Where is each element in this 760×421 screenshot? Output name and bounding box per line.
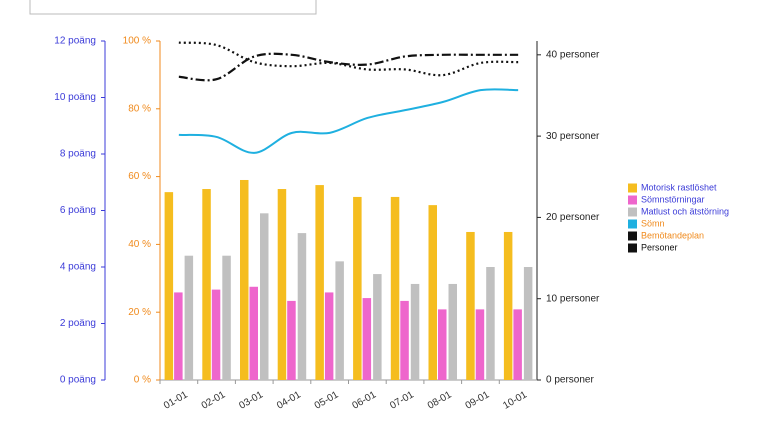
bar	[410, 283, 420, 380]
bar	[428, 205, 437, 380]
line-series	[178, 88, 519, 154]
bar	[353, 196, 362, 380]
bar	[486, 267, 495, 380]
bar	[503, 231, 513, 380]
legend-swatch	[628, 231, 637, 241]
bar	[211, 289, 221, 380]
line-series	[178, 52, 519, 82]
y-tick-label: 0 personer	[546, 375, 594, 386]
y-tick-label: 20 %	[128, 307, 151, 318]
y-tick-label: 0 poäng	[60, 375, 96, 386]
legend-swatch	[628, 219, 637, 229]
bar	[362, 298, 372, 380]
bar	[297, 233, 307, 380]
bar	[202, 189, 211, 380]
bar	[277, 189, 287, 380]
y-tick-label: 2 poäng	[60, 318, 96, 329]
legend-label: Sömnstörningar	[641, 194, 705, 204]
bar	[249, 286, 258, 380]
legend-label: Motorisk rastlöshet	[641, 182, 717, 192]
bar	[174, 292, 183, 380]
bar	[448, 283, 457, 380]
y-tick-label: 20 personer	[546, 212, 600, 223]
bar	[523, 267, 533, 380]
legend-swatch	[628, 195, 637, 205]
bar	[335, 261, 344, 380]
y-tick-label: 0 %	[134, 375, 151, 386]
bar	[164, 192, 174, 380]
bar	[400, 300, 409, 380]
bar	[222, 255, 231, 380]
bar	[315, 185, 324, 380]
legend-label: Personer	[641, 242, 678, 252]
bar	[240, 179, 249, 380]
y-tick-label: 100 %	[123, 36, 151, 47]
y-tick-label: 6 poäng	[60, 205, 96, 216]
y-tick-label: 10 personer	[546, 293, 600, 304]
legend-label: Bemötandeplan	[641, 230, 704, 240]
y-tick-label: 40 personer	[546, 49, 600, 60]
y-tick-label: 60 %	[128, 171, 151, 182]
bar	[513, 309, 522, 380]
bar	[324, 292, 334, 380]
bar	[438, 309, 447, 380]
legend-label: Matlust och ätstörning	[641, 206, 729, 216]
legend-swatch	[628, 207, 637, 217]
legend-swatch	[628, 183, 637, 193]
y-tick-label: 8 poäng	[60, 149, 96, 160]
y-tick-label: 10 poäng	[54, 92, 96, 103]
y-tick-label: 80 %	[128, 103, 151, 114]
bar	[390, 196, 400, 380]
y-tick-label: 12 poäng	[54, 36, 96, 47]
bar	[475, 309, 485, 380]
y-tick-label: 4 poäng	[60, 262, 96, 273]
bar	[466, 231, 475, 380]
bar	[373, 274, 382, 380]
header-box	[29, 0, 317, 15]
y-tick-label: 30 personer	[546, 131, 600, 142]
bar	[287, 300, 296, 380]
bar	[260, 213, 269, 380]
legend-label: Sömn	[641, 218, 665, 228]
y-tick-label: 40 %	[128, 239, 151, 250]
legend-swatch	[628, 243, 637, 253]
bar	[184, 255, 194, 380]
